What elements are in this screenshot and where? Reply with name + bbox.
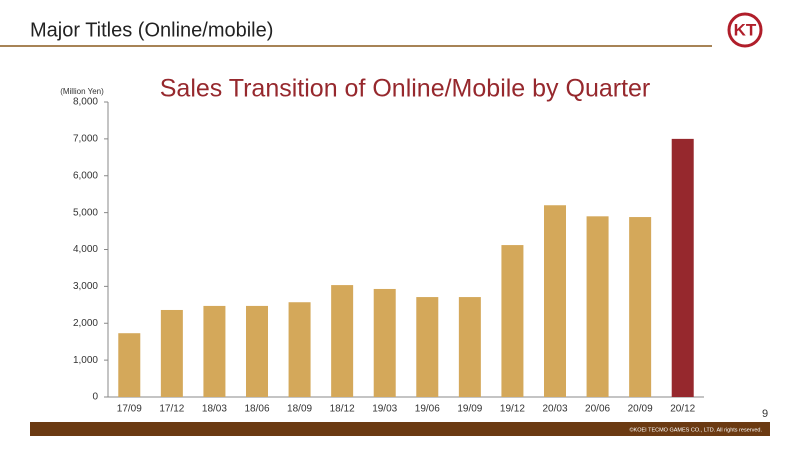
bar — [331, 285, 354, 397]
bar — [288, 302, 311, 397]
y-tick-label: 4,000 — [73, 244, 98, 255]
page-number: 9 — [762, 408, 768, 420]
bar — [586, 216, 609, 397]
footer-band — [30, 422, 770, 436]
x-tick-label: 20/09 — [628, 404, 653, 415]
y-tick-label: 3,000 — [73, 281, 98, 292]
x-tick-label: 19/12 — [500, 404, 525, 415]
bar — [160, 309, 183, 397]
bar — [373, 288, 396, 397]
y-tick-label: 8,000 — [73, 97, 98, 108]
x-tick-label: 17/12 — [159, 404, 184, 415]
bar — [501, 245, 524, 397]
x-tick-label: 18/06 — [244, 404, 269, 415]
logo-text: KT — [734, 20, 757, 39]
x-tick-label: 20/03 — [542, 404, 567, 415]
bar — [671, 138, 694, 397]
bar — [458, 297, 481, 397]
x-tick-label: 19/09 — [457, 404, 482, 415]
x-tick-label: 18/12 — [330, 404, 355, 415]
x-tick-label: 19/06 — [415, 404, 440, 415]
y-axis-unit: (Million Yen) — [60, 87, 104, 96]
y-tick-label: 7,000 — [73, 134, 98, 145]
bar — [544, 205, 566, 397]
y-tick-label: 2,000 — [73, 318, 98, 329]
copyright: ©KOEI TECMO GAMES CO., LTD. All rights r… — [629, 426, 762, 433]
bar — [203, 305, 226, 397]
x-tick-label: 18/03 — [202, 404, 227, 415]
y-tick-label: 0 — [92, 392, 98, 403]
bar — [416, 297, 439, 397]
logo: KT — [727, 12, 763, 48]
logo-ring — [727, 12, 763, 48]
x-tick-label: 20/12 — [670, 404, 695, 415]
x-tick-label: 17/09 — [117, 404, 142, 415]
x-tick-label: 20/06 — [585, 404, 610, 415]
header-title: Major Titles (Online/mobile) — [30, 19, 273, 41]
chart-title: Sales Transition of Online/Mobile by Qua… — [160, 75, 651, 103]
y-tick-label: 6,000 — [73, 170, 98, 181]
y-tick-label: 1,000 — [73, 355, 98, 366]
bar — [118, 333, 141, 397]
x-tick-label: 18/09 — [287, 404, 312, 415]
bar — [246, 305, 268, 397]
bar — [629, 217, 652, 397]
y-tick-label: 5,000 — [73, 207, 98, 218]
x-tick-label: 19/03 — [372, 404, 397, 415]
